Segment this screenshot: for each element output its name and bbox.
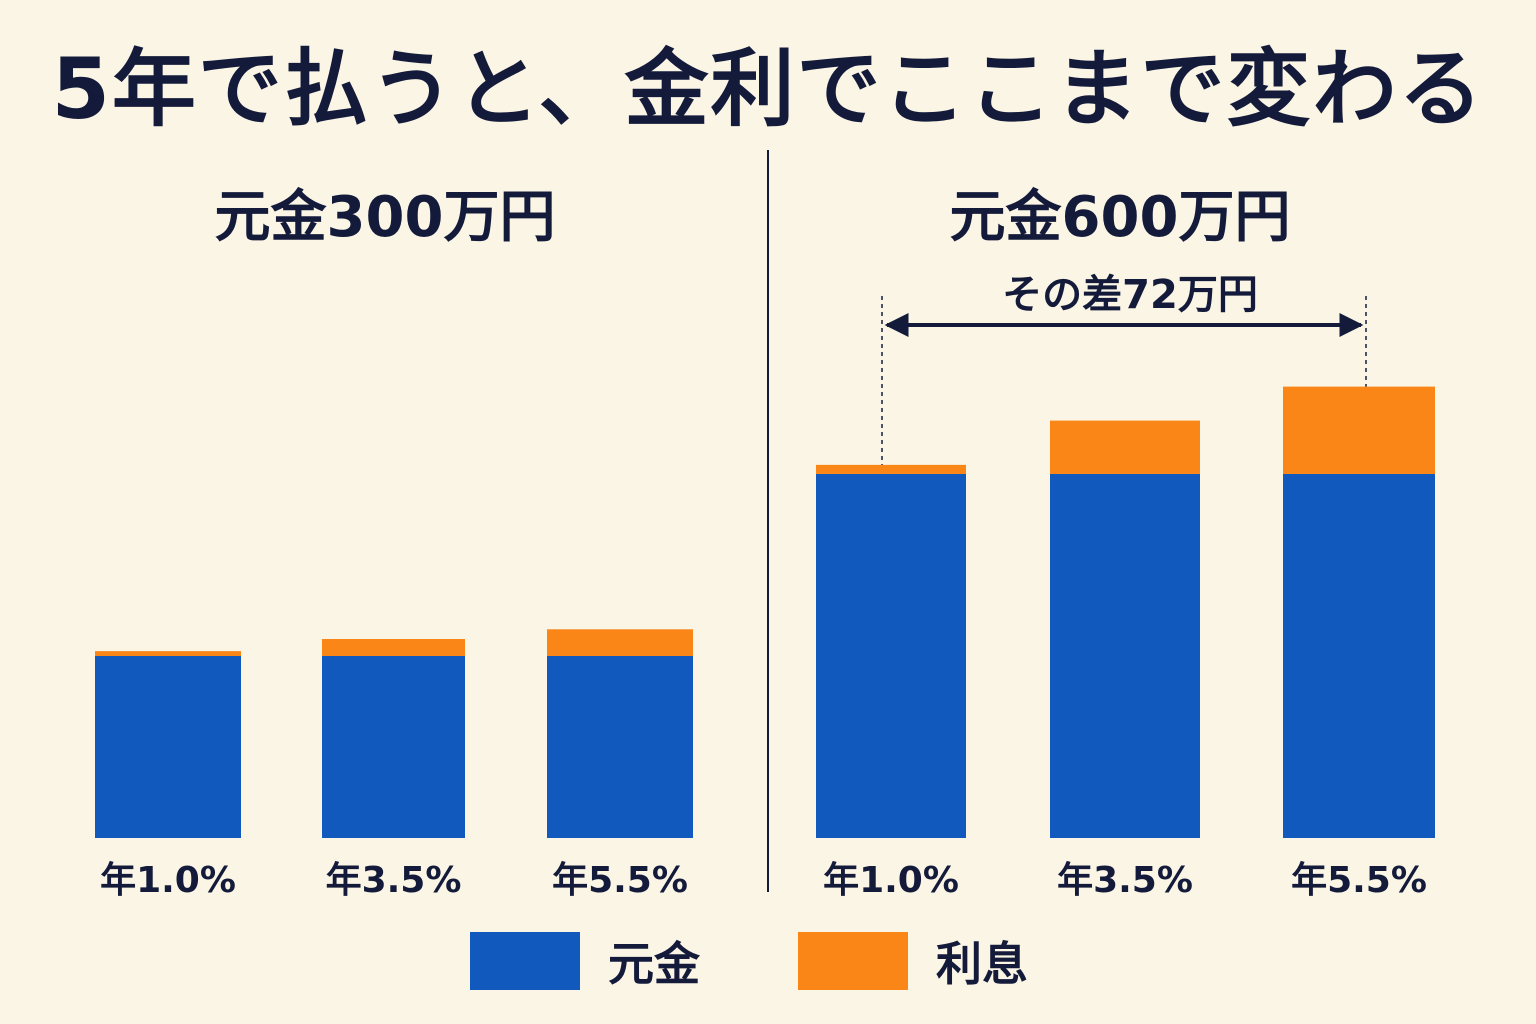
- bar-interest-1-2: [1283, 386, 1435, 474]
- bar-principal-1-1: [1050, 473, 1200, 838]
- bar-interest-0-1: [322, 639, 465, 656]
- tick-label-1-2: 年5.5%: [1291, 860, 1427, 901]
- tick-label-0-2: 年5.5%: [552, 860, 688, 901]
- bar-principal-0-2: [547, 655, 693, 838]
- bar-interest-1-0: [816, 464, 966, 474]
- bar-principal-1-2: [1283, 473, 1435, 838]
- tick-label-1-1: 年3.5%: [1057, 860, 1193, 901]
- tick-label-0-1: 年3.5%: [326, 860, 462, 901]
- bar-interest-1-1: [1050, 420, 1200, 474]
- legend-swatch-principal: [470, 932, 580, 990]
- bar-interest-0-0: [95, 651, 241, 656]
- legend-item-interest: 利息: [798, 930, 1028, 992]
- legend-item-principal: 元金: [470, 930, 700, 992]
- panel-title-300: 元金300万円: [214, 185, 556, 250]
- bar-principal-0-1: [322, 655, 465, 838]
- bar-principal-0-0: [95, 655, 241, 838]
- bars-layer: [95, 386, 1435, 838]
- legend-swatch-interest: [798, 932, 908, 990]
- panel-title-600: 元金600万円: [949, 185, 1291, 250]
- bar-interest-0-2: [547, 629, 693, 656]
- tick-label-1-0: 年1.0%: [823, 860, 959, 901]
- difference-label: その差72万円: [1002, 272, 1258, 318]
- tick-label-0-0: 年1.0%: [100, 860, 236, 901]
- legend-label-principal: 元金: [608, 937, 700, 991]
- chart-title: 5年で払うと、金利でここまで変わる: [51, 40, 1485, 138]
- difference-annotation: [881, 296, 1367, 465]
- bar-principal-1-0: [816, 473, 966, 838]
- legend-label-interest: 利息: [936, 937, 1028, 991]
- tick-labels-layer: 年1.0% 年3.5% 年5.5% 年1.0% 年3.5% 年5.5%: [100, 860, 1427, 901]
